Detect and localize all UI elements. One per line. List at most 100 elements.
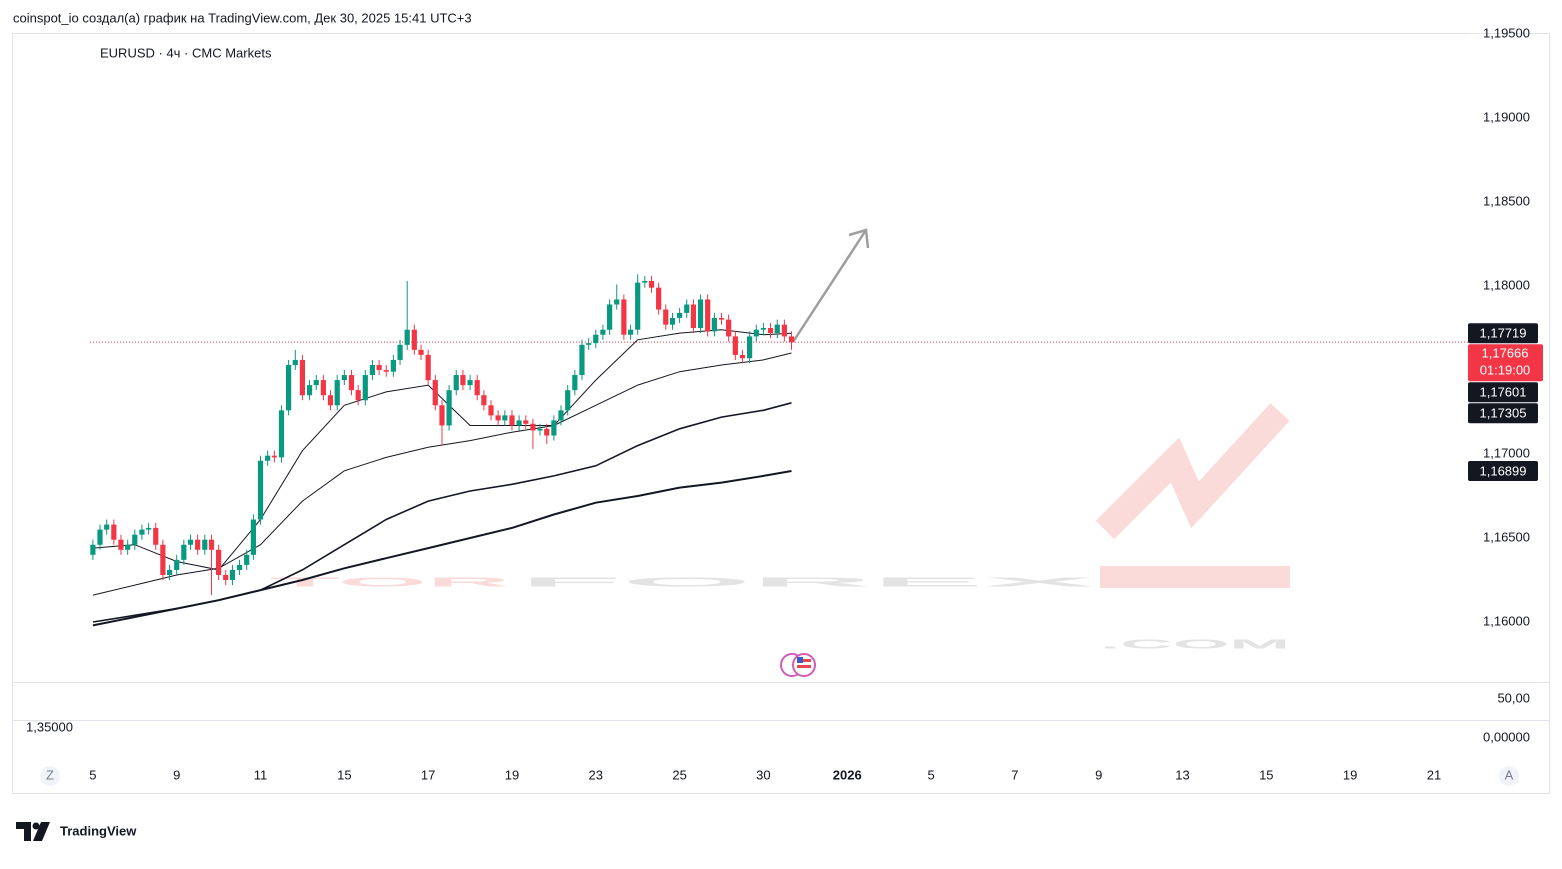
watermark-text: TOR [270, 574, 515, 589]
button[interactable] [1499, 766, 1519, 786]
candle-body [362, 375, 368, 401]
x-tick-label: 5 [89, 767, 96, 782]
candle-body [565, 390, 571, 411]
candle-body [677, 312, 683, 318]
logo: TradingView [16, 822, 137, 841]
candle-body [726, 319, 732, 337]
last-value-box [1468, 323, 1538, 344]
x-tick-label: 15 [1259, 767, 1273, 782]
flag-stripe [797, 665, 811, 668]
button-label[interactable]: Z [46, 767, 54, 782]
candle-body [125, 544, 131, 550]
candle-body [481, 395, 487, 406]
y-tick-label: 1,19500 [1483, 25, 1530, 40]
candle-body [656, 287, 662, 310]
watermark-check [1095, 403, 1290, 540]
last-value-box [1468, 403, 1538, 424]
candle-body [711, 317, 717, 332]
candle-body [313, 380, 319, 386]
candle-body [202, 539, 208, 550]
candle-body [663, 309, 669, 325]
candle-body [753, 329, 759, 337]
candle-body [516, 420, 522, 426]
candle-body [432, 380, 438, 406]
candle-body [774, 324, 780, 334]
candle-body [208, 539, 215, 550]
candle-body [257, 460, 264, 520]
candle-body [586, 343, 592, 345]
candle-body [244, 554, 250, 565]
y-tick-label: 1,16500 [1483, 529, 1530, 544]
y-tick-label: 1,18000 [1483, 277, 1530, 292]
candle-body [718, 317, 725, 320]
candle-body [669, 317, 676, 325]
logo-mark [16, 822, 31, 841]
candle-body [181, 544, 187, 560]
last-value-label: 1,17719 [1480, 326, 1527, 341]
watermark-bar [1100, 566, 1290, 588]
button[interactable] [40, 766, 60, 786]
candle-body [558, 410, 564, 421]
pane-label: 1,35000 [26, 719, 73, 734]
candle-body [216, 549, 222, 575]
logo-text: TradingView [60, 823, 137, 838]
candle-body [306, 385, 313, 396]
candle-body [132, 534, 138, 545]
candle-body [341, 375, 347, 381]
candle-body [334, 380, 340, 406]
x-tick-label: 7 [1011, 767, 1018, 782]
candle-body [627, 329, 634, 335]
candle-body [174, 559, 180, 570]
x-tick-label: 21 [1427, 767, 1441, 782]
candle-body [446, 390, 452, 426]
y-tick-label: 1,18500 [1483, 193, 1530, 208]
symbol-title: EURUSD · 4ч · CMC Markets [100, 45, 272, 60]
candle-body [195, 539, 201, 550]
candle-body [642, 280, 648, 283]
pane-label: 0,00000 [1483, 729, 1530, 744]
x-tick-label: 5 [927, 767, 934, 782]
chart-frame [12, 33, 1550, 794]
candle-body [97, 529, 103, 545]
candle-body [160, 544, 166, 575]
x-tick-label: 19 [1343, 767, 1357, 782]
candle-body [684, 304, 690, 313]
x-tick-label: 23 [589, 767, 603, 782]
y-tick-label: 1,19000 [1483, 109, 1530, 124]
candles [90, 274, 795, 596]
candle-body [320, 380, 326, 396]
x-tick-label: 19 [505, 767, 519, 782]
candle-body [788, 336, 795, 343]
candle-body [292, 359, 298, 365]
candle-body [495, 415, 501, 421]
watermark: TOR FOREX .COM [270, 403, 1290, 651]
last-value-label: 1,17305 [1480, 406, 1527, 421]
candle-body [621, 299, 627, 335]
candle-body [146, 527, 152, 530]
last-value-box [1468, 460, 1538, 481]
last-value-label: 1,17601 [1480, 385, 1527, 400]
candle-body [572, 375, 578, 391]
pane-label: 50,00 [1497, 690, 1530, 705]
watermark-text: .COM [1100, 636, 1290, 651]
y-tick-label: 1,17000 [1483, 445, 1530, 460]
candle-body [648, 280, 655, 288]
candle-body [299, 359, 306, 396]
x-tick-label: 9 [1095, 767, 1102, 782]
candle-body [153, 527, 159, 545]
candle-body [579, 344, 585, 376]
candle-body [732, 336, 738, 355]
button-label[interactable]: A [1505, 767, 1514, 782]
candle-body [467, 380, 473, 386]
candle-body [104, 524, 110, 530]
candle-body [327, 395, 334, 406]
candle-body [139, 529, 145, 535]
candle-body [118, 539, 124, 550]
price-box [1468, 344, 1543, 382]
event-icons [780, 653, 816, 677]
candle-body [425, 354, 431, 381]
candle-body [348, 375, 355, 391]
candle-body [439, 405, 445, 426]
